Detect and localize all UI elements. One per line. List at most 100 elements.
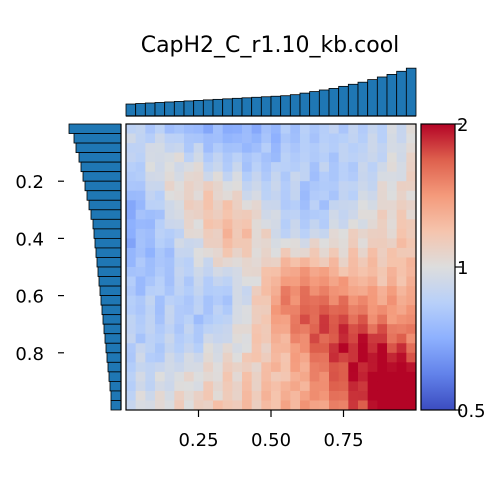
top-marginal-bar [270,95,282,117]
heatmap-cell [242,209,253,220]
heatmap-cell [290,238,301,249]
heatmap-cell [155,152,166,163]
heatmap-cell [155,314,166,325]
heatmap-cell [271,238,282,249]
heatmap-cell [387,314,398,325]
heatmap-cell [280,362,291,373]
heatmap-cell [155,286,166,296]
heatmap-cell [280,238,291,249]
heatmap-cell [348,152,359,163]
heatmap-cell [387,209,398,220]
heatmap-cell [242,267,253,277]
heatmap-cell [135,171,146,182]
heatmap-cell [406,381,417,392]
heatmap-matrix [126,124,417,411]
heatmap-cell [377,390,388,401]
heatmap-cell [309,181,320,192]
heatmap-cell [232,343,243,354]
heatmap-cell [387,371,398,382]
heatmap-cell [300,362,311,373]
heatmap-cell [271,267,282,277]
heatmap-cell [251,247,262,258]
heatmap-cell [329,209,340,220]
heatmap-cell [251,381,262,392]
heatmap-cell [261,133,272,144]
heatmap-cell [348,181,359,192]
heatmap-cell [377,276,388,287]
heatmap-cell [193,162,204,173]
heatmap-cell [242,152,253,163]
heatmap-cell [164,181,175,192]
heatmap-cell [232,190,243,201]
heatmap-cell [338,371,349,382]
heatmap-cell [164,371,175,382]
left-marginal-bar [88,199,122,211]
heatmap-cell [329,305,340,316]
heatmap-cell [242,257,253,268]
top-marginal-bar [164,101,175,117]
heatmap-cell [377,314,388,325]
heatmap-cell [309,276,320,287]
heatmap-cell [338,209,349,220]
heatmap-cell [184,343,195,354]
heatmap-cell [329,286,340,296]
heatmap-cell [367,333,378,344]
heatmap-cell [396,324,407,335]
heatmap-cell [203,162,214,173]
heatmap-cell [251,162,262,173]
heatmap-cell [377,295,388,306]
heatmap-cell [261,267,272,277]
heatmap-cell [377,219,388,230]
heatmap-cell [155,276,166,287]
heatmap-cell [232,162,243,173]
heatmap-cell [329,124,340,134]
heatmap-cell [164,162,175,173]
heatmap-cell [396,133,407,144]
heatmap-cell [242,352,253,363]
heatmap-cell [396,219,407,230]
heatmap-cell [126,247,137,258]
heatmap-cell [213,371,224,382]
heatmap-cell [358,247,369,258]
heatmap-cell [145,152,156,163]
y-tick-label: 0.2 [15,172,44,193]
heatmap-cell [338,286,349,296]
heatmap-cell [290,143,301,153]
heatmap-cell [338,247,349,258]
y-tick-label: 0.4 [15,229,44,250]
heatmap-cell [329,362,340,373]
top-marginal-bar [396,70,407,117]
heatmap-cell [290,324,301,335]
heatmap-cell [309,400,320,411]
heatmap-cell [193,324,204,335]
heatmap-cell [213,333,224,344]
heatmap-cell [145,238,156,249]
heatmap-cell [126,219,137,230]
heatmap-cell [280,181,291,192]
heatmap-cell [126,181,137,192]
heatmap-cell [251,257,262,268]
top-marginal-bar [376,76,388,117]
heatmap-cell [242,181,253,192]
heatmap-cell [213,400,224,411]
heatmap-cell [232,371,243,382]
heatmap-cell [126,324,137,335]
heatmap-cell [329,390,340,401]
top-marginal-bar [328,88,340,117]
heatmap-cell [338,352,349,363]
heatmap-cell [203,238,214,249]
heatmap-cell [367,152,378,163]
heatmap-cell [290,286,301,296]
heatmap-cell [406,305,417,316]
heatmap-cell [232,181,243,192]
heatmap-cell [193,257,204,268]
heatmap-cell [174,257,185,268]
left-marginal-histogram [68,123,122,411]
heatmap-cell [222,124,233,134]
heatmap-cell [222,219,233,230]
heatmap-cell [184,267,195,277]
heatmap-cell [155,390,166,401]
heatmap-cell [406,362,417,373]
heatmap-cell [145,228,156,239]
